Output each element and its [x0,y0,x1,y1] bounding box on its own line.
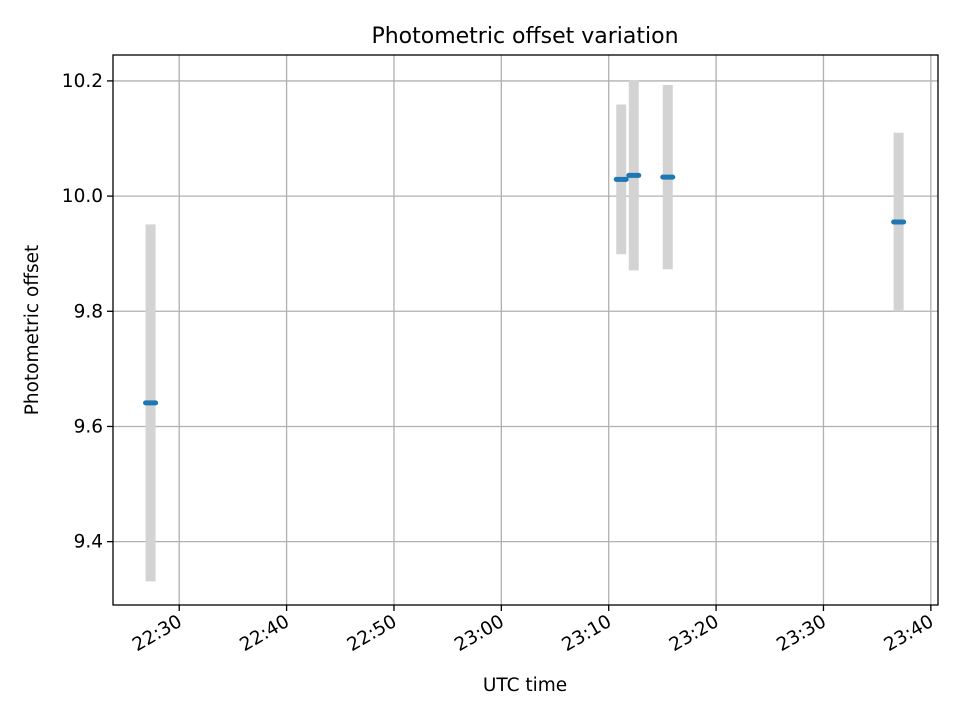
y-tick-label: 9.6 [74,416,103,437]
y-tick-label: 9.4 [74,532,103,553]
y-tick-label: 9.8 [74,301,103,322]
plot-frame [112,54,939,606]
grid [113,55,938,605]
y-axis-label: Photometric offset [22,245,43,416]
chart-title: Photometric offset variation [371,24,678,49]
x-axis-label: UTC time [483,675,567,696]
y-tick-label: 10.0 [62,186,103,207]
data-points [143,172,907,406]
y-tick-label: 10.2 [62,71,103,92]
plot-area [113,55,938,605]
